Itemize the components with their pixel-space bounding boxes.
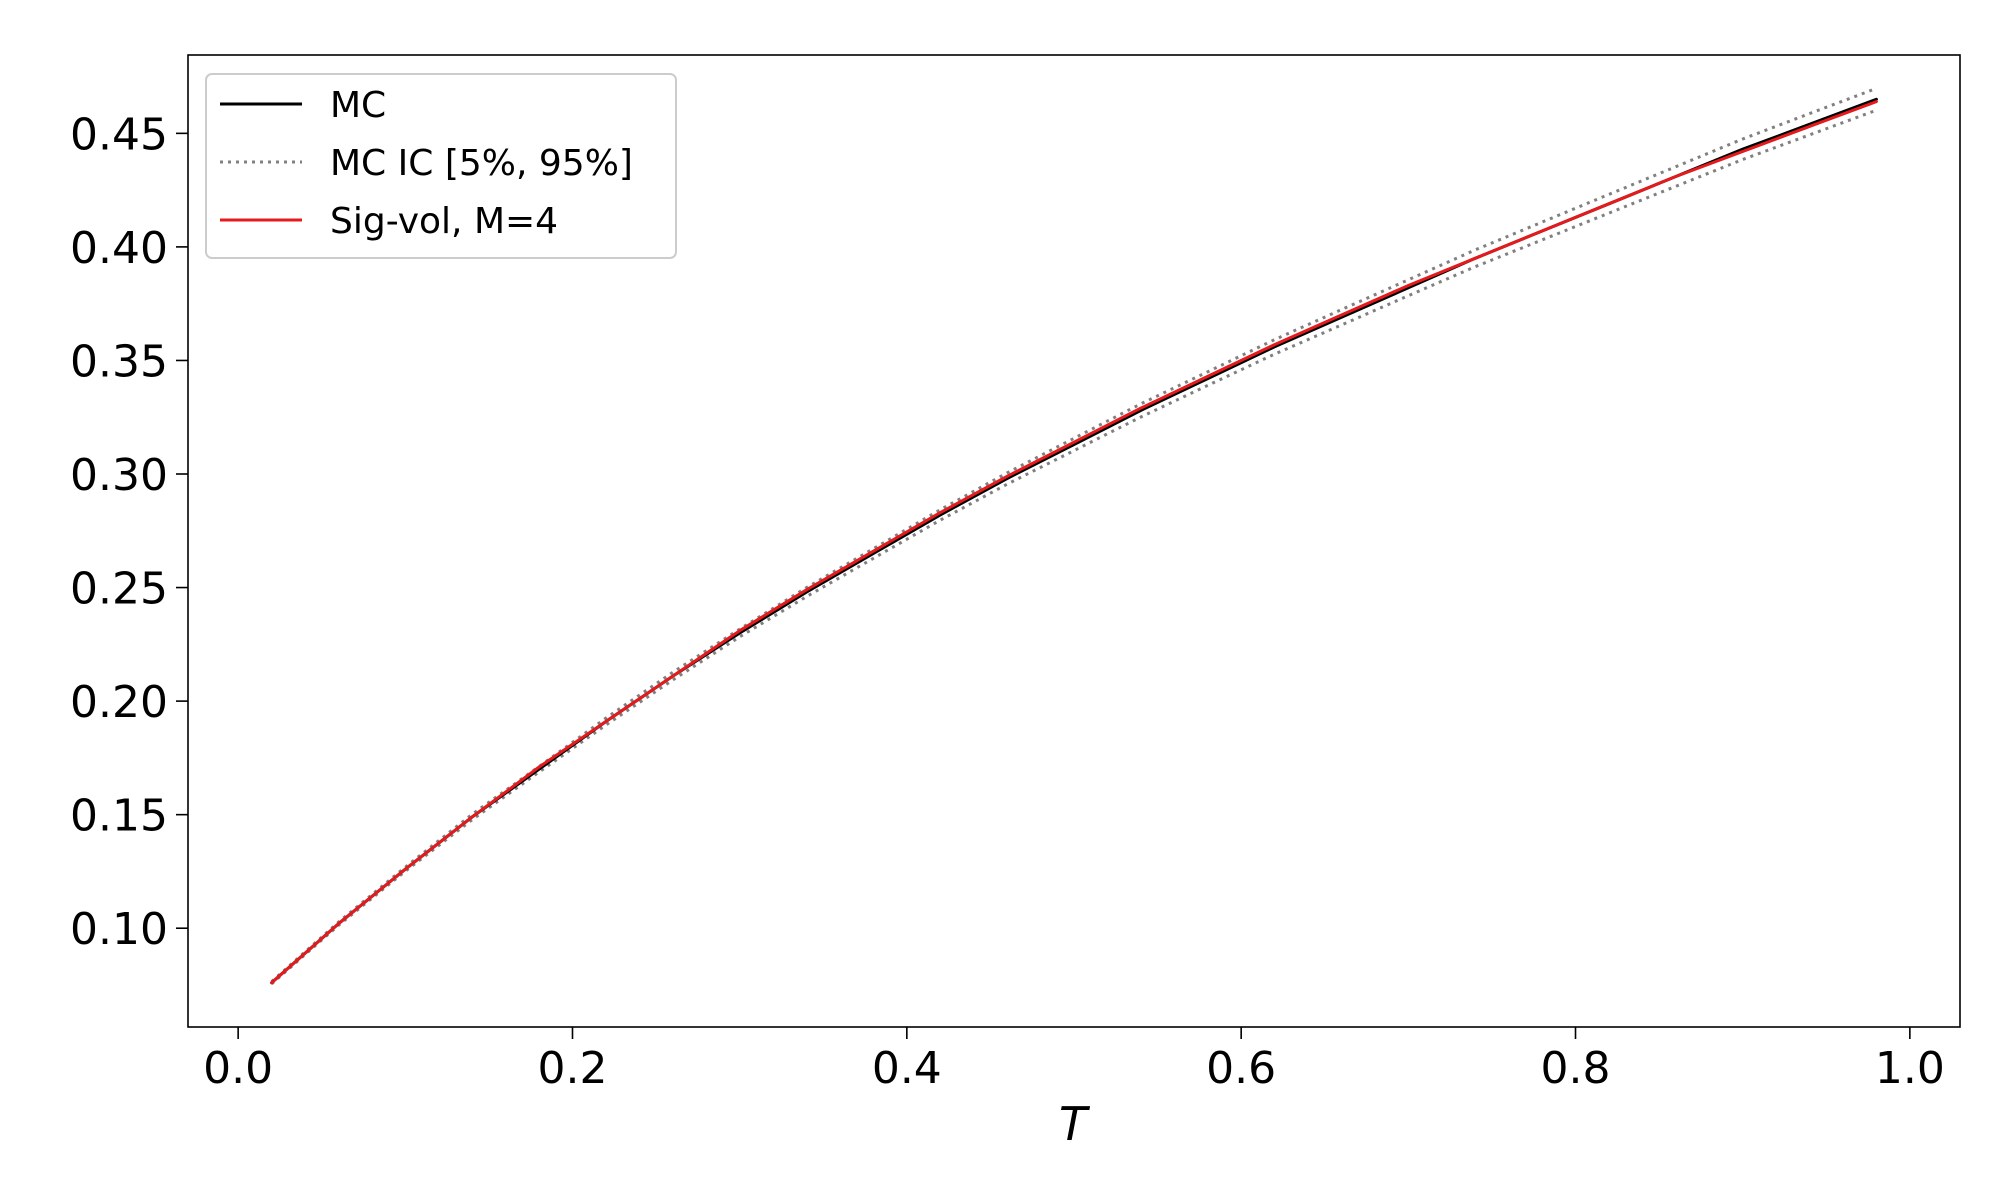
y-tick-label: 0.25 bbox=[70, 564, 168, 615]
x-tick-label: 0.2 bbox=[537, 1043, 607, 1094]
legend-box bbox=[205, 73, 677, 259]
series-line-sig-vol bbox=[270, 100, 1878, 985]
y-tick-label: 0.30 bbox=[70, 450, 168, 501]
y-tick-label: 0.10 bbox=[70, 904, 168, 955]
y-tick-label: 0.40 bbox=[70, 223, 168, 274]
y-tick-label: 0.15 bbox=[70, 791, 168, 842]
series-group bbox=[270, 86, 1878, 986]
plot-area-border bbox=[187, 54, 1961, 1028]
y-tick-label: 0.35 bbox=[70, 336, 168, 387]
x-tick-label: 1.0 bbox=[1875, 1043, 1945, 1094]
legend-label-mc-ic: MC IC [5%, 95%] bbox=[330, 143, 633, 184]
x-axis-label: T bbox=[1059, 1097, 1091, 1151]
x-tick-label: 0.0 bbox=[203, 1043, 273, 1094]
y-tick-label: 0.45 bbox=[70, 109, 168, 160]
legend-label-mc: MC bbox=[330, 85, 386, 126]
x-tick-label: 0.6 bbox=[1206, 1043, 1276, 1094]
legend-label-sig-vol: Sig-vol, M=4 bbox=[330, 201, 558, 242]
legend: MC MC IC [5%, 95%] Sig-vol, M=4 bbox=[205, 73, 677, 259]
y-axis-ticks: 0.10 0.15 0.20 0.25 0.30 0.35 0.40 0.45 bbox=[70, 109, 188, 955]
x-tick-label: 0.8 bbox=[1541, 1043, 1611, 1094]
x-axis-ticks: 0.0 0.2 0.4 0.6 0.8 1.0 bbox=[203, 1027, 1945, 1094]
x-tick-label: 0.4 bbox=[872, 1043, 942, 1094]
y-tick-label: 0.20 bbox=[70, 677, 168, 728]
